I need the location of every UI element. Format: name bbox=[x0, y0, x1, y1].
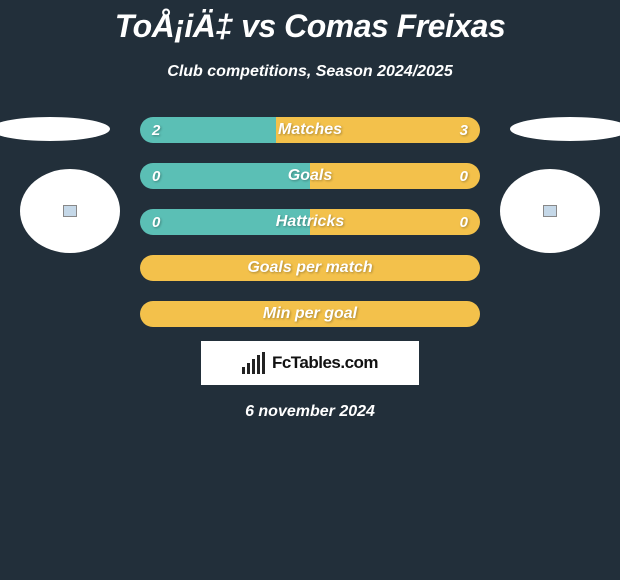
stat-right-value: 0 bbox=[460, 168, 468, 185]
logo-chart-icon bbox=[242, 352, 265, 374]
stat-left-value: 2 bbox=[152, 122, 160, 139]
stat-row: 0 Hattricks 0 bbox=[140, 209, 480, 235]
stat-left-value: 0 bbox=[152, 214, 160, 231]
stats-content: 2 Matches 3 0 Goals 0 0 Hattricks 0 Goals per mat… bbox=[0, 117, 620, 421]
stat-bar-left bbox=[140, 117, 276, 143]
stat-right-value: 3 bbox=[460, 122, 468, 139]
stat-row: Min per goal bbox=[140, 301, 480, 327]
stat-label: Goals bbox=[288, 167, 332, 185]
stat-label: Hattricks bbox=[276, 213, 344, 231]
left-player-ellipse bbox=[0, 117, 110, 141]
stat-left-value: 0 bbox=[152, 168, 160, 185]
stat-label: Goals per match bbox=[247, 259, 372, 277]
stat-label: Min per goal bbox=[263, 305, 357, 323]
stat-label: Matches bbox=[278, 121, 342, 139]
page-title: ToÅ¡iÄ‡ vs Comas Freixas bbox=[0, 0, 620, 45]
logo-text: FcTables.com bbox=[272, 353, 378, 373]
right-player-ellipse bbox=[510, 117, 620, 141]
stat-right-value: 0 bbox=[460, 214, 468, 231]
site-logo: FcTables.com bbox=[201, 341, 419, 385]
stat-row: 0 Goals 0 bbox=[140, 163, 480, 189]
stat-row: 2 Matches 3 bbox=[140, 117, 480, 143]
right-player-avatar bbox=[500, 169, 600, 253]
image-placeholder-icon bbox=[543, 205, 557, 217]
image-placeholder-icon bbox=[63, 205, 77, 217]
stat-rows: 2 Matches 3 0 Goals 0 0 Hattricks 0 Goals per mat… bbox=[140, 117, 480, 327]
left-player-avatar bbox=[20, 169, 120, 253]
date-text: 6 november 2024 bbox=[0, 403, 620, 421]
stat-bar-left bbox=[140, 163, 310, 189]
subtitle: Club competitions, Season 2024/2025 bbox=[0, 63, 620, 81]
stat-bar-right bbox=[310, 163, 480, 189]
stat-row: Goals per match bbox=[140, 255, 480, 281]
